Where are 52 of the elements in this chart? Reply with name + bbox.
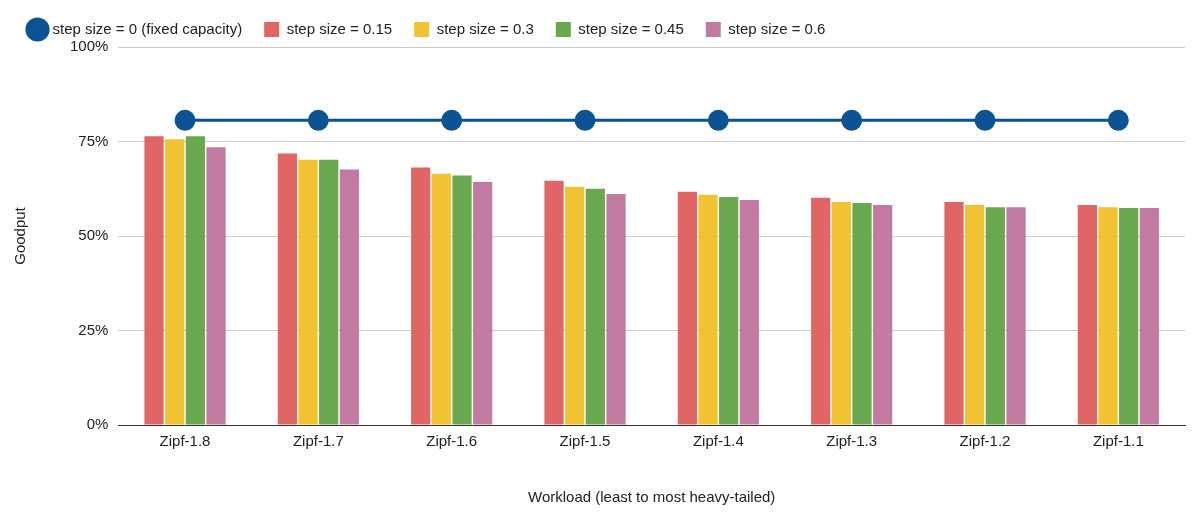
x-tick-label: Zipf-1.7: [292, 432, 344, 450]
legend-label: step size = 0.45: [578, 19, 684, 37]
bar: [1119, 208, 1139, 425]
bar: [852, 203, 872, 425]
x-tick-label: Zipf-1.6: [426, 432, 478, 450]
bar: [411, 167, 431, 425]
bar: [473, 181, 493, 425]
bar: [606, 194, 626, 425]
bar: [165, 139, 185, 425]
bar: [719, 197, 739, 425]
legend-label: step size = 0.15: [286, 19, 393, 37]
y-tick-label: 50%: [78, 226, 109, 244]
bar: [1077, 205, 1097, 425]
bar: [431, 173, 451, 425]
bar: [544, 180, 564, 425]
bar: [739, 200, 759, 425]
bar: [1006, 207, 1026, 425]
bar: [206, 147, 226, 425]
bar: [811, 197, 831, 425]
legend-label: step size = 0.3: [436, 19, 534, 37]
x-axis-title: Workload (least to most heavy-tailed): [528, 488, 776, 506]
bar: [319, 159, 339, 425]
x-tick-label: Zipf-1.2: [959, 432, 1011, 450]
bar: [831, 201, 851, 425]
bar: [944, 201, 964, 425]
y-tick-label: 100%: [69, 37, 109, 55]
bar: [277, 153, 297, 425]
bar: [698, 194, 718, 425]
bar: [873, 205, 893, 425]
x-tick-label: Zipf-1.3: [826, 432, 878, 450]
bar: [1098, 207, 1118, 425]
x-tick-label: Zipf-1.4: [692, 432, 744, 450]
bar: [585, 188, 605, 425]
bar: [339, 169, 359, 425]
bar: [185, 136, 205, 425]
y-tick-label: 0%: [86, 415, 109, 433]
y-tick-label: 25%: [78, 320, 109, 338]
bar: [298, 159, 318, 425]
bar: [677, 191, 697, 425]
legend-label: step size = 0.6: [728, 19, 826, 37]
bar: [985, 207, 1005, 425]
y-tick-label: 75%: [78, 131, 109, 149]
y-axis-title: Goodput: [11, 206, 29, 265]
legend-label: step size = 0 (fixed capacity): [52, 19, 243, 37]
bar: [144, 136, 164, 425]
bar: [1139, 208, 1159, 425]
bar: [452, 175, 472, 425]
bar: [565, 186, 585, 425]
x-tick-label: Zipf-1.1: [1092, 432, 1144, 450]
bar: [965, 205, 985, 425]
x-tick-label: Zipf-1.5: [559, 432, 611, 450]
x-tick-label: Zipf-1.8: [159, 432, 211, 450]
